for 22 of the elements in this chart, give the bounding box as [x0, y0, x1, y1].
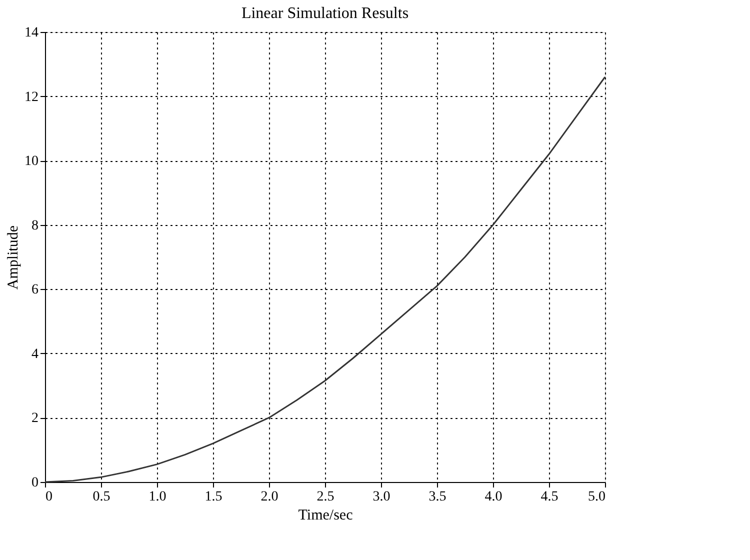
y-tick-label: 10: [24, 154, 38, 170]
x-tick-label: 1.5: [204, 490, 222, 504]
x-tick-label: 1.0: [148, 490, 166, 504]
chart-title: Linear Simulation Results: [241, 5, 409, 22]
y-tick-label: 8: [32, 218, 38, 234]
y-tick-label: 6: [32, 282, 38, 298]
x-tick-label: 4.5: [540, 490, 558, 504]
x-tick-label: 2.5: [316, 490, 334, 504]
x-tick-label: 0.5: [92, 490, 110, 504]
y-tick-label: 12: [24, 90, 38, 105]
x-tick-label: 0: [46, 490, 52, 504]
x-tick-label: 2.0: [260, 490, 278, 504]
x-tick-label: 4.0: [484, 490, 502, 504]
y-tick-label: 4: [32, 346, 38, 362]
y-tick-label: 2: [32, 411, 38, 426]
y-axis-title: Amplitude: [6, 225, 22, 290]
x-axis-title: Time/sec: [298, 508, 354, 524]
y-tick-label: 0: [32, 476, 38, 490]
x-tick-label: 5.0: [588, 490, 606, 504]
x-tick-label: 3.0: [372, 490, 390, 504]
y-tick-label: 14: [24, 26, 38, 40]
x-tick-label: 3.5: [428, 490, 446, 504]
